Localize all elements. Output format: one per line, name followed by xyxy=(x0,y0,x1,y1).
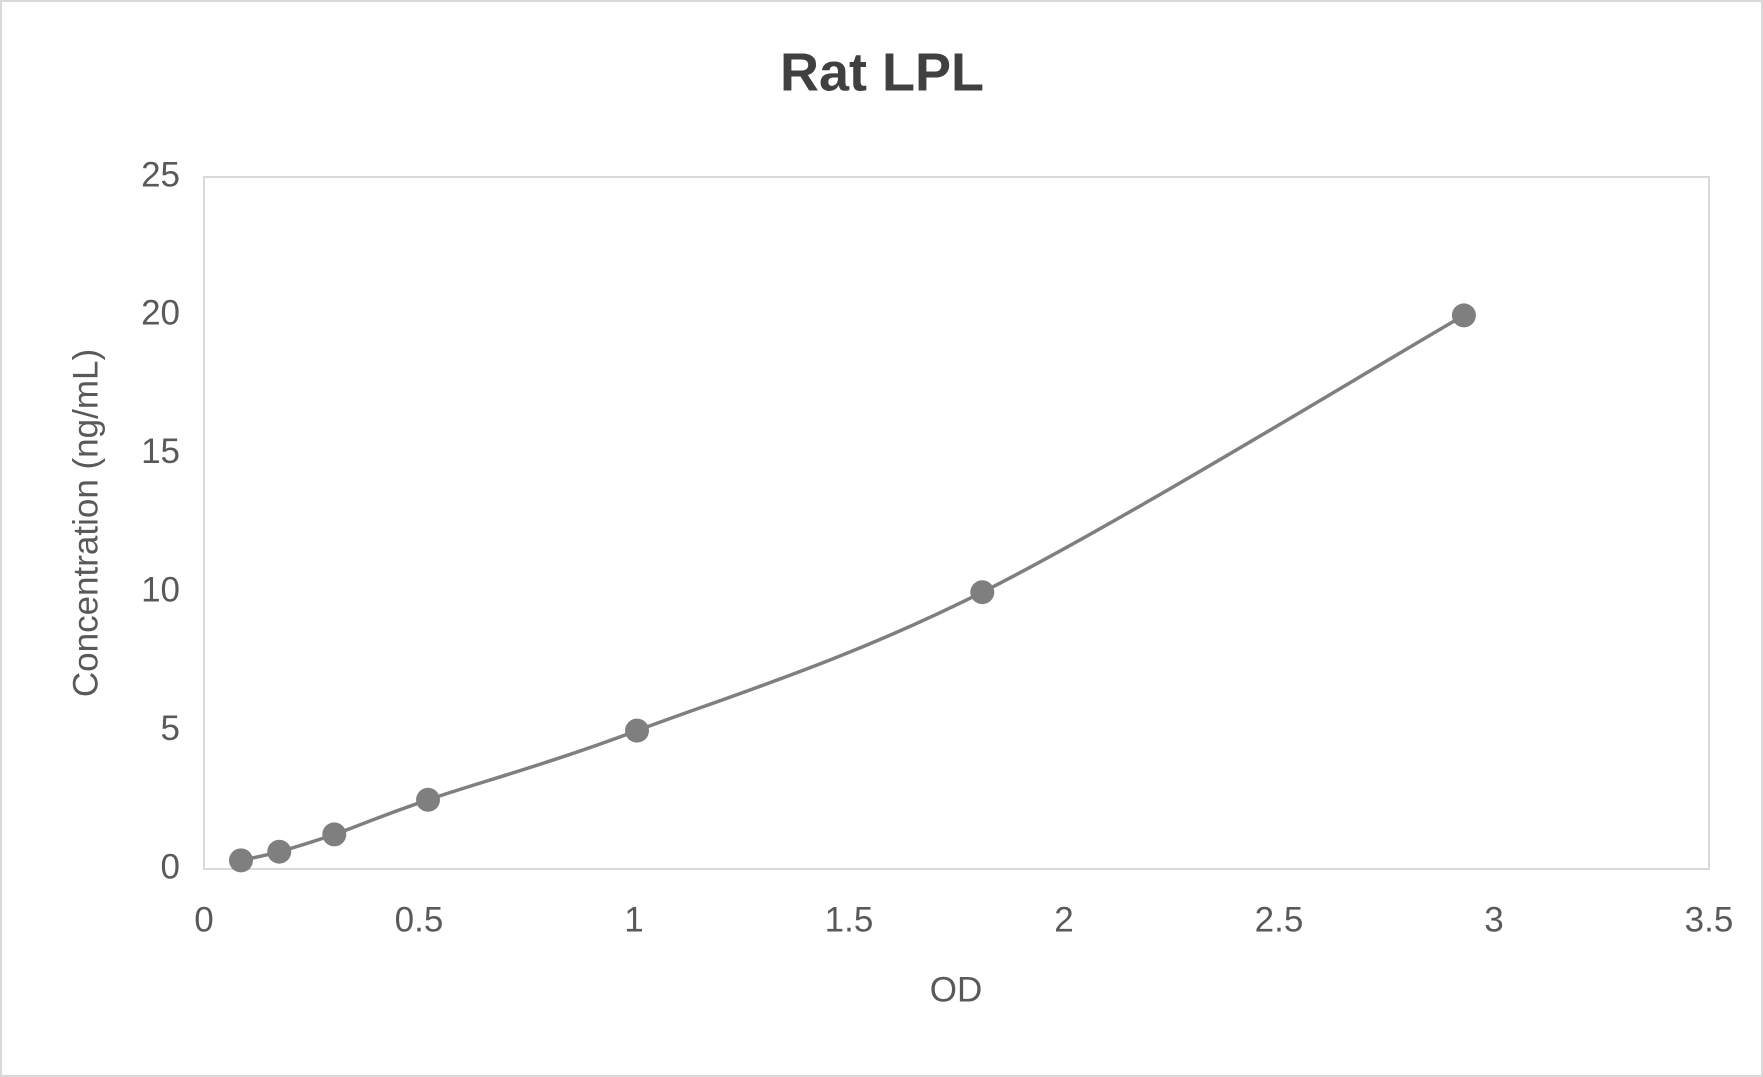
data-point xyxy=(322,822,347,847)
data-point xyxy=(1451,303,1476,328)
x-tick-label: 2.5 xyxy=(1255,900,1304,939)
data-point xyxy=(228,848,253,873)
y-tick-label: 25 xyxy=(141,155,180,194)
x-tick-label: 2 xyxy=(1054,900,1073,939)
x-axis-label: OD xyxy=(930,970,983,1009)
y-tick-label: 0 xyxy=(161,847,180,886)
y-tick-label: 20 xyxy=(141,294,180,333)
y-axis-label: Concentration (ng/mL) xyxy=(66,349,105,697)
data-point xyxy=(625,718,650,743)
y-tick-label: 5 xyxy=(161,709,180,748)
y-tick-label: 10 xyxy=(141,570,180,609)
x-tick-label: 1.5 xyxy=(825,900,874,939)
x-tick-label: 3 xyxy=(1484,900,1503,939)
chart-title: Rat LPL xyxy=(780,42,984,102)
x-tick-label: 3.5 xyxy=(1685,900,1734,939)
x-tick-label: 0 xyxy=(194,900,213,939)
plot-frame xyxy=(203,176,1710,870)
x-tick-label: 1 xyxy=(624,900,643,939)
data-point xyxy=(970,580,995,605)
data-point xyxy=(416,787,441,812)
data-point xyxy=(267,839,292,864)
x-tick-label: 0.5 xyxy=(395,900,444,939)
y-tick-label: 15 xyxy=(141,432,180,471)
